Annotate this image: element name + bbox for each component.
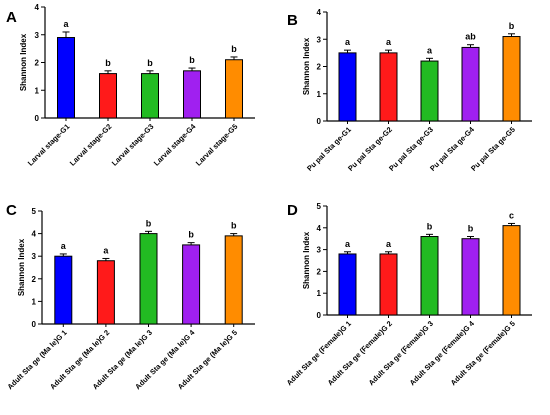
x-tick-label: Larval stage-G2: [68, 122, 114, 168]
y-tick-label: 2: [317, 63, 322, 72]
significance-label: b: [427, 221, 433, 231]
y-axis-title: Shannon Index: [302, 37, 311, 95]
chart-panel-d: D Shannon Index 0 1 2 3 4 5 a Adult Sta ge (Femal…: [285, 202, 532, 387]
y-tick-label: 1: [32, 297, 37, 306]
y-tick-label: 3: [317, 246, 322, 255]
significance-label: a: [386, 239, 392, 249]
y-tick-label: 2: [32, 275, 37, 284]
y-tick-label: 1: [35, 86, 40, 95]
bar-1: [338, 52, 357, 122]
y-tick-label: 2: [35, 59, 40, 68]
y-tick-label: 3: [35, 31, 40, 40]
significance-label: b: [146, 218, 152, 228]
y-tick-label: 4: [317, 8, 322, 17]
significance-label: a: [61, 241, 67, 251]
bar-4: [182, 244, 201, 325]
y-axis-title: Shannon Index: [19, 33, 28, 91]
y-tick-label: 0: [317, 117, 322, 126]
bar-5: [225, 59, 243, 119]
y-tick-label: 2: [317, 267, 322, 276]
x-tick-label: Pu pal Sta ge-G5: [469, 125, 517, 173]
significance-label: a: [386, 37, 392, 47]
significance-label: ab: [465, 32, 476, 42]
y-tick-label: 3: [317, 35, 322, 44]
y-tick-label: 5: [32, 207, 37, 216]
significance-label: b: [147, 58, 153, 68]
x-tick-label: Larval stage-G5: [194, 122, 240, 168]
bar-4: [461, 238, 480, 316]
significance-label: c: [509, 210, 514, 220]
panel-letter: C: [6, 202, 17, 219]
significance-label: b: [105, 58, 111, 68]
significance-label: a: [345, 37, 351, 47]
significance-label: b: [188, 230, 194, 240]
bar-3: [420, 60, 439, 122]
y-axis-title: Shannon Index: [302, 231, 311, 289]
x-tick-label: Adult Sta ge (Female)G 1: [285, 319, 353, 387]
bar-2: [379, 253, 398, 316]
bar-3: [420, 236, 439, 316]
significance-label: a: [63, 19, 69, 29]
significance-label: a: [103, 245, 109, 255]
significance-label: b: [468, 224, 474, 234]
x-tick-label: Larval stage-G3: [110, 122, 156, 168]
bar-2: [96, 260, 115, 325]
bar-3: [141, 73, 159, 119]
panel-letter: D: [287, 202, 298, 219]
bar-5: [502, 225, 521, 316]
significance-label: b: [231, 221, 237, 231]
bar-1: [338, 253, 357, 316]
y-tick-label: 5: [317, 202, 322, 211]
y-tick-label: 0: [317, 311, 322, 320]
bar-5: [502, 36, 521, 122]
y-tick-label: 4: [32, 230, 37, 239]
y-tick-label: 4: [317, 224, 322, 233]
bar-4: [183, 70, 201, 119]
significance-label: b: [189, 55, 195, 65]
y-tick-label: 1: [317, 90, 322, 99]
bar-5: [224, 235, 243, 325]
y-tick-label: 0: [32, 320, 37, 329]
bar-1: [54, 255, 73, 325]
y-axis-title: Shannon Index: [17, 238, 26, 296]
significance-label: b: [231, 44, 237, 54]
x-tick-label: Larval stage-G4: [152, 121, 198, 167]
bar-2: [99, 73, 117, 119]
y-tick-label: 4: [35, 3, 40, 12]
significance-label: a: [427, 45, 433, 55]
bar-1: [57, 37, 75, 119]
y-tick-label: 1: [317, 289, 322, 298]
bar-4: [461, 46, 480, 122]
significance-label: b: [509, 21, 515, 31]
y-tick-label: 3: [32, 252, 37, 261]
y-tick-label: 0: [35, 114, 40, 123]
significance-label: a: [345, 239, 351, 249]
panel-letter: A: [6, 9, 17, 26]
bar-2: [379, 52, 398, 122]
bar-3: [139, 233, 158, 325]
x-tick-label: Larval stage-G1: [26, 122, 72, 168]
panel-letter: B: [287, 12, 298, 29]
